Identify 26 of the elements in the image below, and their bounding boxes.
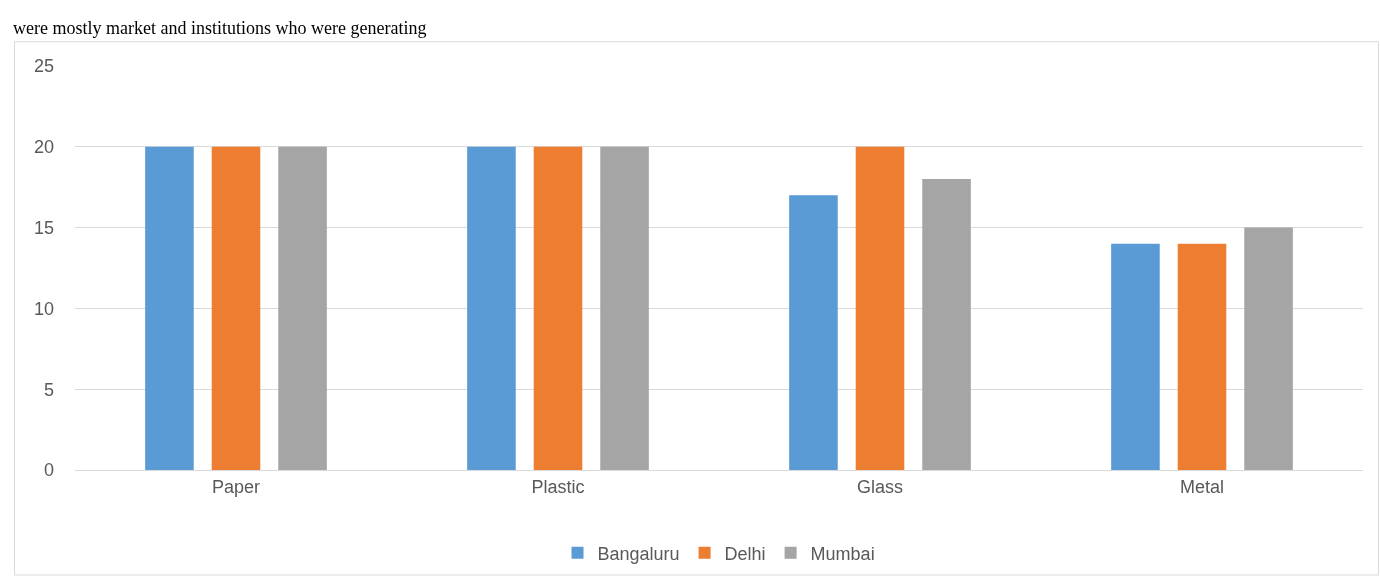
legend-label: Bangaluru: [597, 543, 680, 564]
y-tick-label: 5: [43, 379, 54, 400]
bar: [467, 146, 516, 470]
bar: [922, 179, 971, 470]
x-tick-label: Metal: [1179, 476, 1225, 497]
bar: [533, 146, 583, 470]
bar: [1244, 227, 1293, 470]
x-tick-label: Plastic: [531, 476, 585, 497]
y-tick-label: 25: [33, 56, 54, 77]
y-tick-label: 0: [43, 460, 54, 481]
x-tick-label: Glass: [856, 476, 904, 497]
bar: [855, 146, 905, 470]
y-tick-label: 10: [33, 298, 54, 319]
bar: [278, 146, 327, 470]
bar: [211, 146, 261, 470]
bar: [1111, 243, 1160, 470]
text: were mostly market and institutions who were generating: [13, 18, 427, 38]
legend-label: Mumbai: [810, 543, 875, 564]
bar: [145, 146, 194, 470]
x-tick-label: Paper: [211, 476, 261, 497]
bar: [1177, 243, 1227, 470]
legend-label: Delhi: [724, 543, 766, 564]
y-tick-label: 15: [33, 217, 54, 238]
bar: [789, 195, 838, 470]
y-tick-label: 20: [33, 137, 54, 158]
bar: [600, 146, 649, 470]
